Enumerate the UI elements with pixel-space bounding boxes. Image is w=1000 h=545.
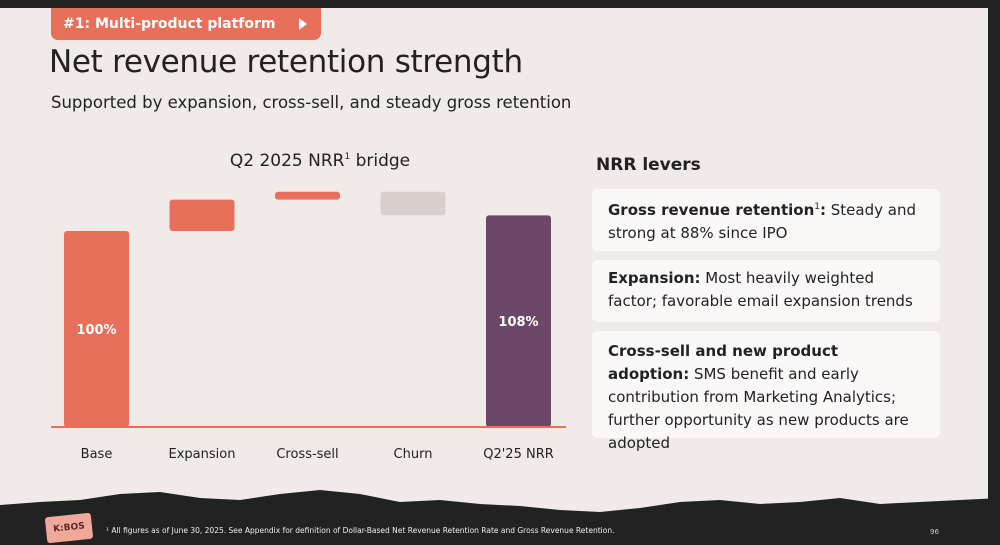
lever-text: Steady and strong at 88% since IPO xyxy=(608,201,916,242)
lever-text: SMS benefit and early contribution from … xyxy=(608,365,909,452)
footnote: ¹ All figures as of June 30, 2025. See A… xyxy=(106,526,615,535)
lever-card-expansion: Expansion: Most heavily weighted factor;… xyxy=(592,260,940,322)
data-label: 100% xyxy=(76,323,116,338)
lever-superscript: 1 xyxy=(814,202,820,212)
bar-expansion xyxy=(169,199,235,231)
lever-title: Expansion: xyxy=(608,269,701,287)
page-number: 96 xyxy=(930,528,939,536)
lever-card-gross-retention: Gross revenue retention1: Steady and str… xyxy=(592,189,940,251)
company-logo: K:BOS xyxy=(44,512,94,544)
bar-base xyxy=(64,231,129,427)
x-tick-label: Churn xyxy=(394,447,433,462)
page-title: Net revenue retention strength xyxy=(49,44,523,80)
x-tick-label: Q2'25 NRR xyxy=(483,447,554,462)
lever-colon: : xyxy=(820,201,826,219)
data-label: 108% xyxy=(498,315,538,330)
x-tick-label: Expansion xyxy=(169,447,236,462)
lever-card-cross-sell: Cross-sell and new product adoption: SMS… xyxy=(592,331,940,452)
x-tick-label: Base xyxy=(81,447,113,462)
play-arrow-icon xyxy=(299,18,307,30)
bar-cross-sell xyxy=(275,191,340,200)
x-tick-label: Cross-sell xyxy=(276,447,338,462)
chart-title: Q2 2025 NRR1 bridge xyxy=(230,151,410,171)
bar-q2-25-nrr xyxy=(486,215,551,427)
bar-churn xyxy=(380,191,446,216)
page-subtitle: Supported by expansion, cross-sell, and … xyxy=(51,93,572,112)
lever-title: Cross-sell and new product adoption: xyxy=(608,342,839,383)
section-tag-label: #1: Multi-product platform xyxy=(63,16,276,32)
torn-paper-edge xyxy=(0,490,1000,545)
nrr-bridge-chart: Q2 2025 NRR1 bridge 100% Base Expansion Cro… xyxy=(51,151,566,462)
lever-title: Gross revenue retention xyxy=(608,201,815,219)
section-tag: #1: Multi-product platform xyxy=(51,8,321,40)
lever-text: Most heavily weighted factor; favorable … xyxy=(608,269,913,310)
levers-heading: NRR levers xyxy=(596,155,701,175)
